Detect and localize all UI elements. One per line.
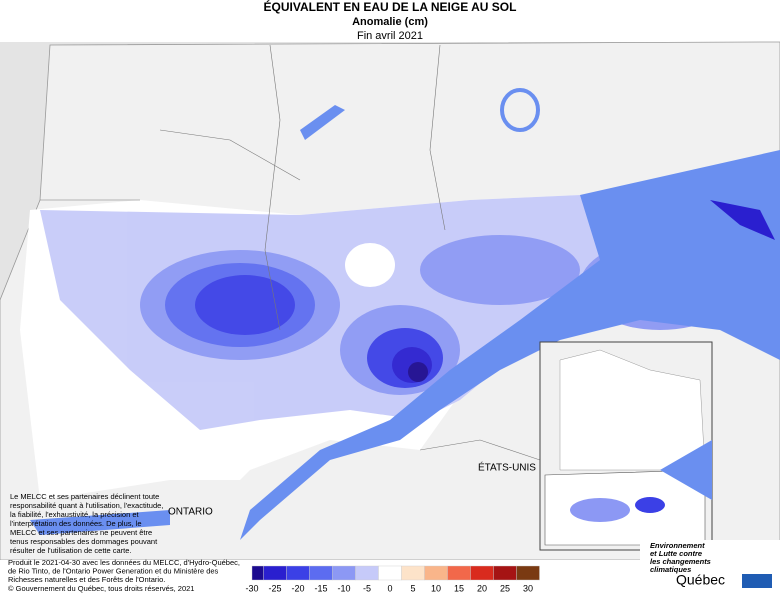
legend-swatch — [286, 565, 310, 581]
legend-tick-label: 25 — [500, 583, 510, 593]
legend-swatch — [424, 565, 448, 581]
legend-swatch — [378, 565, 402, 581]
title: ÉQUIVALENT EN EAU DE LA NEIGE AU SOL — [264, 0, 517, 14]
legend-tick-label: 5 — [410, 583, 415, 593]
subtitle: Anomalie (cm) — [352, 16, 428, 28]
legend-swatch — [251, 565, 264, 581]
legend-swatch — [447, 565, 471, 581]
credits: Produit le 2021-04-30 avec les données d… — [8, 558, 240, 584]
legend-swatch — [470, 565, 494, 581]
logo-line: et Lutte contre — [650, 549, 702, 558]
water — [30, 88, 780, 540]
logo-line: Environnement — [650, 541, 705, 550]
boundaries — [40, 44, 541, 461]
date: Fin avril 2021 — [357, 30, 423, 42]
legend-tick-label: 0 — [387, 583, 392, 593]
legend: -30 -25 -20 -15 -10 -5 0 5 10 15 20 25 30 — [245, 565, 540, 593]
legend-tick-label: 10 — [431, 583, 441, 593]
legend-tick-label: -10 — [337, 583, 350, 593]
region-label: ONTARIO — [168, 507, 213, 518]
disclaimer-line: résulter de l'utilisation de cette carte… — [10, 546, 132, 555]
legend-swatch — [263, 565, 287, 581]
legend-tick-label: -5 — [363, 583, 371, 593]
legend-swatch — [332, 565, 356, 581]
legend-tick-label: 30 — [523, 583, 533, 593]
logo-line: les changements — [650, 557, 711, 566]
legend-tick-label: -20 — [291, 583, 304, 593]
disclaimer: Le MELCC et ses partenaires déclinent to… — [10, 492, 163, 555]
logo-name: Québec — [676, 572, 725, 588]
legend-swatch — [309, 565, 333, 581]
legend-swatch — [493, 565, 517, 581]
legend-tick-label: 15 — [454, 583, 464, 593]
credits-line: Produit le 2021-04-30 avec les données d… — [8, 558, 240, 567]
disclaimer-line: responsabilité quant à l'utilisation, l'… — [10, 501, 163, 510]
legend-tick-label: -25 — [268, 583, 281, 593]
legend-swatch — [401, 565, 425, 581]
disclaimer-line: la fiabilité, l'exhaustivité, la précisi… — [10, 510, 139, 519]
logo-line: climatiques — [650, 565, 691, 574]
legend-tick-label: -30 — [245, 583, 258, 593]
credits-line: Richesses naturelles et des Forêts de l'… — [8, 575, 165, 584]
legend-tick-label: -15 — [314, 583, 327, 593]
inset-map — [539, 341, 713, 551]
legend-swatch — [516, 565, 540, 581]
disclaimer-line: l'interprétation des données. De plus, l… — [10, 519, 142, 528]
legend-swatch — [355, 565, 379, 581]
copyright: © Gouvernement du Québec, tous droits ré… — [8, 584, 194, 593]
credits-line: de Rio Tinto, de l'Ontario Power Generat… — [8, 566, 219, 575]
disclaimer-line: tenus responsables des dommages pouvant — [10, 537, 158, 546]
disclaimer-line: MELCC et ses partenaires ne peuvent être — [10, 528, 152, 537]
region-label: ÉTATS-UNIS — [478, 461, 536, 474]
disclaimer-line: Le MELCC et ses partenaires déclinent to… — [10, 492, 159, 501]
legend-tick-label: 20 — [477, 583, 487, 593]
